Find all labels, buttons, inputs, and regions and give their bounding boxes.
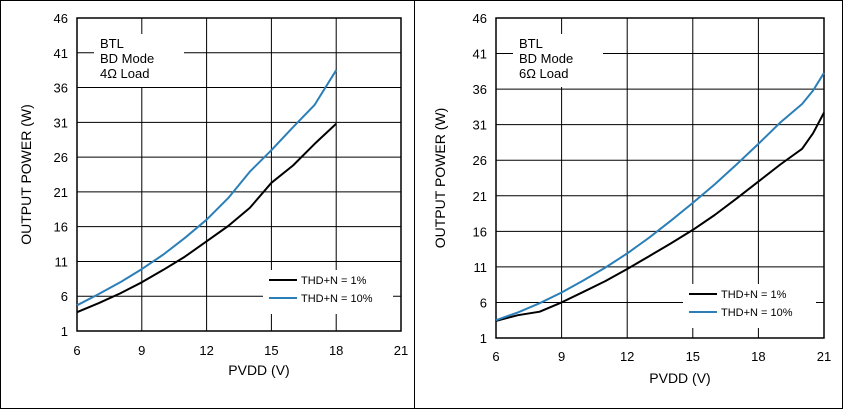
annotation-box [513, 34, 603, 87]
x-tick-label: 12 [199, 343, 213, 358]
y-tick-label: 16 [473, 224, 487, 239]
plot-area [495, 17, 825, 339]
series-line-thd-10pct [495, 72, 825, 322]
y-tick-label: 11 [55, 254, 69, 269]
annotation-line: 4Ω Load [100, 66, 149, 81]
legend-label: THD+N = 1% [721, 289, 787, 301]
chart-panel-6ohm: 6 9 12 15 18 21 1 6 11 16 21 26 31 36 41 46 BTL BD Mode 6Ω… [414, 0, 843, 409]
y-tick-label: 6 [61, 289, 68, 304]
annotation-line: 6Ω Load [519, 66, 568, 81]
x-tick-label: 15 [686, 349, 700, 364]
legend-box [683, 284, 816, 328]
x-tick-label: 21 [394, 343, 408, 358]
y-tick-label: 46 [473, 11, 487, 26]
y-tick-label: 36 [473, 82, 487, 97]
x-tick-label: 18 [751, 349, 765, 364]
x-tick-label: 18 [329, 343, 343, 358]
y-tick-label: 21 [473, 189, 487, 204]
chart-panel-4ohm: 6 9 12 15 18 21 1 6 11 16 21 26 31 36 41 46 BTL BD Mode 4Ω… [0, 0, 415, 409]
annotation-line: BD Mode [519, 51, 573, 66]
y-tick-label: 41 [54, 46, 68, 61]
x-tick-label: 15 [264, 343, 278, 358]
x-tick-label: 9 [138, 343, 145, 358]
series-line-thd-10pct [76, 69, 338, 307]
legend-label: THD+N = 10% [721, 307, 793, 319]
legend-label: THD+N = 10% [301, 293, 373, 305]
y-tick-label: 1 [480, 331, 487, 346]
series-line-thd-1pct [495, 112, 825, 322]
plot-area [76, 17, 402, 332]
x-tick-label: 12 [620, 349, 634, 364]
x-tick-label: 6 [73, 343, 80, 358]
x-axis-label: PVDD (V) [649, 370, 710, 386]
y-tick-label: 6 [480, 295, 487, 310]
annotation-box [94, 34, 184, 87]
x-tick-label: 6 [492, 349, 499, 364]
legend-label: THD+N = 1% [301, 275, 367, 287]
y-tick-label: 41 [473, 47, 487, 62]
series-line-thd-1pct [76, 122, 337, 314]
annotation-line: BTL [519, 36, 543, 51]
y-tick-label: 46 [54, 11, 68, 26]
y-tick-label: 31 [473, 118, 487, 133]
y-tick-label: 11 [474, 260, 488, 275]
annotation-line: BTL [100, 36, 124, 51]
y-tick-label: 26 [54, 150, 68, 165]
x-tick-label: 21 [817, 349, 831, 364]
legend-box [263, 270, 393, 314]
y-tick-label: 36 [54, 81, 68, 96]
y-tick-label: 1 [61, 324, 68, 339]
x-axis-label: PVDD (V) [228, 362, 289, 378]
y-tick-label: 21 [54, 185, 68, 200]
y-axis-label: OUTPUT POWER (W) [18, 104, 34, 245]
y-tick-label: 16 [54, 220, 68, 235]
annotation-line: BD Mode [100, 51, 154, 66]
y-axis-label: OUTPUT POWER (W) [432, 108, 448, 249]
x-tick-label: 9 [558, 349, 565, 364]
y-tick-label: 26 [473, 153, 487, 168]
y-tick-label: 31 [54, 115, 68, 130]
